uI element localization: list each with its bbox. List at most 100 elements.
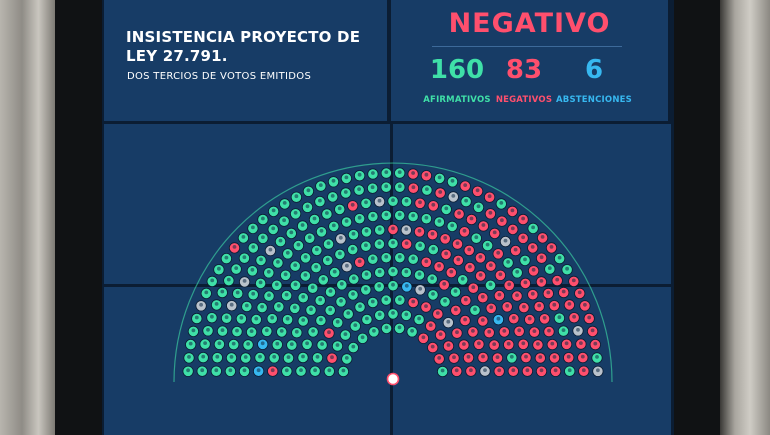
seat-avatar — [424, 172, 429, 177]
seat-avatar — [417, 228, 422, 233]
seat-avatar — [567, 368, 572, 373]
seat-avatar — [350, 202, 355, 207]
seat-avatar — [549, 245, 554, 249]
seat-avatar — [364, 228, 369, 233]
seat-avatar — [327, 330, 331, 335]
seat-avatar — [231, 341, 236, 346]
seat-avatar — [344, 175, 349, 180]
seat-avatar — [338, 235, 343, 240]
seat-avatar — [572, 314, 576, 319]
seat-avatar — [539, 368, 544, 373]
seat-avatar — [327, 368, 332, 373]
seat-avatar — [579, 341, 583, 345]
seat-avatar — [220, 328, 225, 332]
seat-avatar — [326, 241, 331, 246]
seat-avatar — [282, 201, 287, 205]
seat-avatar — [325, 257, 330, 262]
seat-avatar — [194, 315, 199, 320]
seat-avatar — [566, 354, 571, 359]
seat-avatar — [455, 330, 459, 335]
seat-avatar — [312, 216, 317, 221]
seat-avatar — [557, 255, 562, 260]
seat-avatar — [201, 354, 206, 359]
seat-avatar — [370, 185, 375, 190]
seat-avatar — [487, 329, 492, 334]
seat-avatar — [330, 355, 334, 360]
marble-column-left — [0, 0, 55, 435]
seat-avatar — [462, 342, 466, 346]
seat-avatar — [397, 254, 402, 259]
seat-avatar — [463, 183, 468, 188]
seat-avatar — [305, 341, 309, 346]
seat-avatar — [271, 226, 276, 231]
seat-avatar — [430, 344, 435, 349]
seat-avatar — [509, 354, 514, 359]
seat-avatar — [365, 316, 369, 321]
seat-avatar — [524, 354, 528, 359]
seat-avatar — [463, 317, 467, 322]
seat-avatar — [480, 294, 485, 299]
seat-avatar — [431, 202, 436, 207]
seat-avatar — [344, 356, 349, 360]
seat-avatar — [462, 228, 467, 233]
seat-avatar — [469, 216, 474, 221]
seat-avatar — [565, 266, 569, 271]
seat-avatar — [424, 304, 428, 308]
seat-avatar — [411, 299, 416, 304]
seat-avatar — [557, 315, 562, 320]
seat-avatar — [525, 368, 530, 373]
seat-avatar — [397, 212, 402, 217]
seat-avatar — [404, 283, 409, 288]
seat-avatar — [444, 251, 448, 256]
seat-avatar — [417, 316, 421, 321]
seat-avatar — [587, 315, 592, 320]
seat-avatar — [232, 245, 237, 249]
seat-avatar — [271, 208, 276, 213]
seat-avatar — [391, 311, 395, 315]
seat-avatar — [235, 290, 240, 295]
seat-avatar — [267, 293, 271, 297]
vote-result: NEGATIVO — [448, 8, 611, 39]
seat-avatar — [404, 312, 409, 317]
seat-avatar — [488, 263, 493, 267]
seat-avatar — [583, 302, 587, 307]
seat-avatar — [229, 302, 234, 307]
seat-avatar — [370, 299, 375, 304]
seat-avatar — [339, 298, 343, 303]
seat-avatar — [517, 328, 522, 333]
seat-avatar — [507, 282, 512, 287]
seat-avatar — [242, 279, 247, 283]
seat-avatar — [480, 318, 485, 322]
seat-avatar — [285, 250, 290, 255]
seat-avatar — [580, 354, 585, 359]
seat-avatar — [251, 245, 256, 249]
seat-avatar — [284, 368, 289, 373]
seat-avatar — [357, 187, 361, 192]
seat-avatar — [542, 315, 547, 320]
seat-avatar — [228, 368, 233, 373]
seat-avatar — [300, 223, 305, 227]
seat-avatar — [438, 332, 443, 336]
seat-avatar — [293, 263, 298, 267]
seat-avatar — [220, 289, 225, 294]
seat-avatar — [384, 212, 389, 217]
seat-avatar — [199, 302, 204, 307]
seat-avatar — [346, 311, 351, 315]
seat-avatar — [364, 272, 369, 276]
seat-avatar — [404, 269, 409, 274]
seat-avatar — [258, 354, 262, 359]
seat-avatar — [440, 368, 445, 373]
seat-avatar — [285, 316, 290, 321]
seat-avatar — [391, 226, 395, 231]
seat-avatar — [360, 335, 365, 340]
negativos-label: NEGATIVOS — [495, 95, 553, 105]
seat-avatar — [530, 245, 535, 249]
seat-avatar — [555, 277, 560, 282]
seat-avatar — [478, 273, 483, 277]
seat-avatar — [313, 368, 317, 373]
seat-avatar — [505, 303, 510, 308]
seat-avatar — [397, 325, 402, 330]
seat-avatar — [497, 292, 502, 297]
seat-avatar — [242, 255, 247, 260]
seat-avatar — [335, 319, 340, 324]
